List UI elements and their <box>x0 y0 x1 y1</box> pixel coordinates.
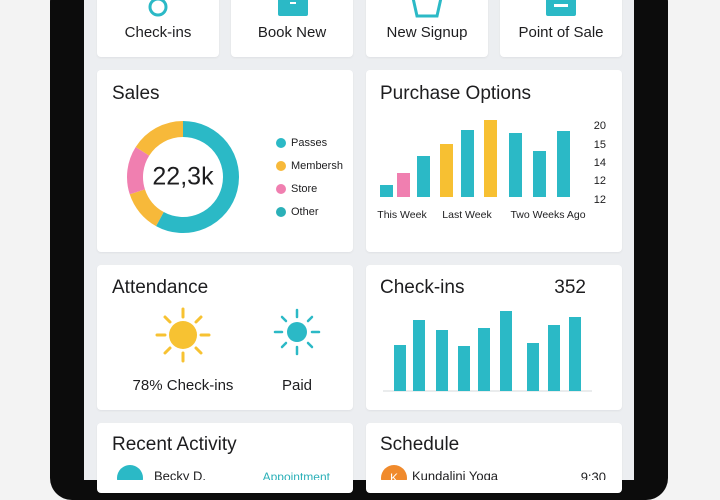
sales-total: 22,3k <box>152 163 214 191</box>
bar <box>436 330 448 391</box>
bar <box>478 328 490 391</box>
book-icon <box>278 0 308 16</box>
pos-icon <box>546 0 576 16</box>
label: New Signup <box>386 24 468 41</box>
y-label: 14 <box>594 157 606 169</box>
bar <box>394 345 406 391</box>
x-label: This Week <box>377 209 427 221</box>
legend-dot <box>276 184 286 194</box>
label: Point of Sale <box>518 24 604 41</box>
bar <box>458 346 470 391</box>
sun-icon <box>155 307 211 363</box>
schedule-name: Kundalini Yoga <box>412 468 499 480</box>
legend-label: Other <box>291 206 319 218</box>
checkins-total: 352 <box>554 277 586 298</box>
bar <box>527 343 539 391</box>
bar <box>533 151 546 197</box>
bar <box>413 320 425 391</box>
bar <box>500 311 512 391</box>
x-label: Last Week <box>442 209 492 221</box>
y-label: 20 <box>594 120 606 132</box>
legend-dot <box>276 161 286 171</box>
attendance-card: Attendance <box>97 265 353 410</box>
card-title: Purchase Options <box>380 83 532 104</box>
sun-icon <box>273 308 321 356</box>
overlay: 22,3k 78% Check-ins Paid Becky D. Appoin… <box>117 0 606 480</box>
checkin-icon <box>148 0 168 17</box>
card-title: Recent Activity <box>112 434 237 455</box>
donut-segment <box>156 121 239 233</box>
quick-action[interactable]: Check-ins <box>97 0 219 57</box>
label: Check-ins <box>124 24 192 41</box>
plus-icon <box>290 2 296 4</box>
attendance-item: 78% Check-ins <box>133 377 234 394</box>
quick-action[interactable]: New Signup <box>366 0 488 57</box>
legend-dot <box>276 138 286 148</box>
icons <box>148 0 576 18</box>
donut-segment <box>127 146 150 195</box>
donut-segment <box>135 121 184 156</box>
label: Book New <box>257 24 327 41</box>
legend-label: Passes <box>291 137 328 149</box>
schedule-time: 9:30 <box>581 469 606 480</box>
signup-icon <box>411 0 443 18</box>
legend-label: Store <box>291 183 317 195</box>
bar <box>417 156 430 197</box>
card-title: Check-ins <box>380 277 465 298</box>
minus-icon <box>554 4 568 7</box>
card-title: Attendance <box>112 277 209 298</box>
legend-label: Membersh <box>291 160 343 172</box>
bar <box>461 130 474 197</box>
bar <box>509 133 522 197</box>
bar <box>397 173 410 197</box>
bar <box>569 317 581 391</box>
attendance-item: Paid <box>282 377 312 394</box>
y-label: 15 <box>594 139 606 151</box>
sun-rays <box>155 307 211 363</box>
sun-rays <box>273 308 321 356</box>
legend-dot <box>276 207 286 217</box>
card-title: Schedule <box>380 434 460 455</box>
x-label: Two Weeks Ago <box>510 209 585 221</box>
donut-segment <box>129 188 165 227</box>
bar <box>380 185 393 197</box>
avatar <box>381 465 407 480</box>
card-title: Sales <box>112 83 160 104</box>
sun <box>169 321 197 349</box>
activity-tag: Appointment <box>263 470 331 480</box>
activity-name: Becky D. <box>154 468 206 480</box>
bar <box>440 144 453 197</box>
page: Check-ins Book New New Signup Point of S… <box>50 0 668 500</box>
sun <box>287 322 307 342</box>
bar <box>484 120 497 197</box>
bar <box>557 131 570 197</box>
y-label: 12 <box>594 194 606 206</box>
y-label: 12 <box>594 175 606 187</box>
bar <box>548 325 560 391</box>
avatar-initial: K <box>390 471 398 480</box>
avatar <box>117 465 143 480</box>
